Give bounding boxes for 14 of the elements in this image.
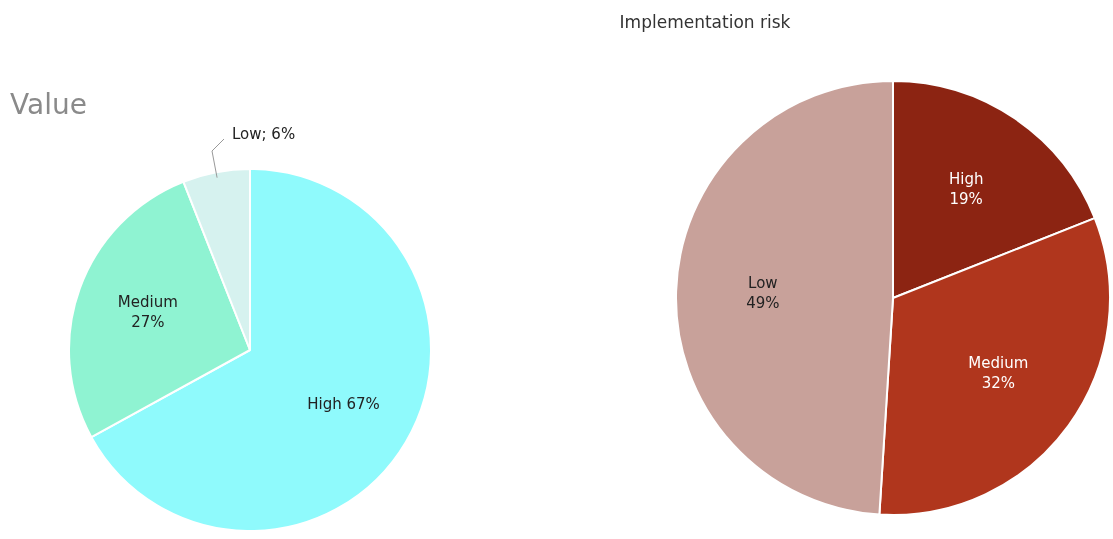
data-label: 19%	[949, 190, 983, 209]
data-label: ; 6%	[261, 124, 296, 143]
slice-label: Low	[232, 124, 262, 143]
slice-label: Low	[748, 273, 778, 292]
slice-label: High	[948, 170, 984, 189]
chart-title: Implementation risk	[618, 12, 792, 32]
data-label: 27%	[131, 313, 165, 332]
slice-label: Medium	[968, 354, 1029, 373]
slice-label: Medium	[117, 293, 178, 312]
data-label: 32%	[981, 374, 1016, 393]
data-label: 67%	[346, 395, 380, 414]
slice-label: High	[307, 395, 342, 414]
data-label: 49%	[746, 293, 780, 312]
chart-title: Value	[10, 88, 87, 121]
